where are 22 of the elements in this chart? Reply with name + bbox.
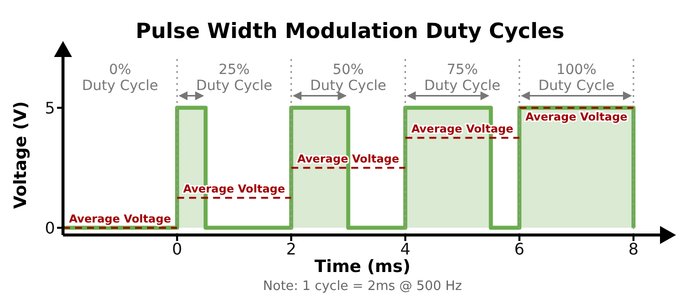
annotation: 0% bbox=[108, 62, 132, 78]
annotation: Duty Cycle bbox=[82, 78, 158, 94]
y-axis-title: Voltage (V) bbox=[11, 101, 31, 209]
annotation: Duty Cycle bbox=[310, 78, 386, 94]
x-tick-label: 0 bbox=[172, 239, 182, 258]
y-tick-label: 5 bbox=[44, 98, 55, 118]
annotation: Duty Cycle bbox=[424, 78, 500, 94]
annotation: Duty Cycle bbox=[196, 78, 272, 94]
x-tick-label: 2 bbox=[286, 239, 296, 258]
annotation: 25% bbox=[218, 62, 250, 78]
annotation: 100% bbox=[556, 62, 596, 78]
x-tick-label: 4 bbox=[400, 239, 410, 258]
chart-title: Pulse Width Modulation Duty Cycles bbox=[136, 19, 564, 43]
text: Note: 1 cycle = 2ms @ 500 Hz bbox=[263, 279, 462, 294]
x-tick-label: 8 bbox=[628, 239, 639, 258]
annotation: Duty Cycle bbox=[538, 78, 614, 94]
annotation: 50% bbox=[332, 62, 364, 78]
annotation: Average Voltage bbox=[525, 110, 628, 124]
annotation: 75% bbox=[446, 62, 478, 78]
x-axis-title: Time (ms) bbox=[314, 257, 410, 277]
x-tick-label: 6 bbox=[514, 239, 524, 258]
annotation: Average Voltage bbox=[69, 212, 172, 226]
